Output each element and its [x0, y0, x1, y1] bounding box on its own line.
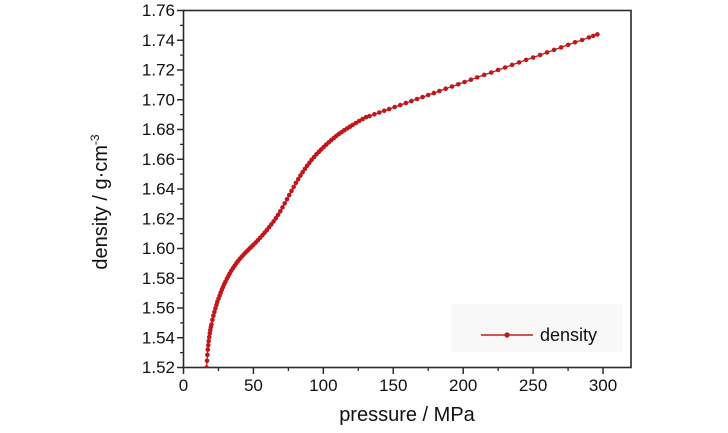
data-point [278, 209, 283, 214]
data-point [360, 116, 365, 122]
y-tick-label: 1.56 [142, 299, 175, 318]
data-point [398, 102, 403, 108]
y-tick-label: 1.72 [142, 61, 175, 80]
data-point [456, 82, 461, 87]
data-point [523, 57, 529, 63]
data-point [590, 33, 596, 39]
y-tick-label: 1.70 [142, 90, 175, 109]
x-tick-label: 50 [244, 376, 263, 395]
data-point [392, 104, 398, 110]
data-point [381, 108, 387, 114]
x-tick-label: 0 [179, 376, 188, 395]
data-point [558, 45, 564, 50]
data-point [367, 113, 372, 119]
y-tick-label: 1.62 [142, 209, 175, 228]
data-point [586, 35, 592, 40]
data-point [425, 92, 431, 98]
data-point [273, 216, 279, 221]
data-point [210, 317, 215, 323]
series-density [204, 32, 600, 368]
data-point [403, 100, 409, 106]
data-point [286, 192, 292, 198]
legend-background [451, 304, 623, 352]
data-point [516, 60, 522, 65]
data-point [414, 96, 420, 102]
data-point [565, 42, 571, 48]
data-point [282, 201, 288, 206]
legend-marker-icon [504, 332, 510, 338]
data-point [206, 334, 212, 340]
data-point [544, 50, 550, 55]
x-axis-title: pressure / MPa [339, 404, 475, 426]
y-tick-label: 1.54 [142, 328, 175, 347]
data-point [293, 180, 299, 186]
data-point [502, 65, 508, 70]
data-point [300, 169, 305, 175]
data-point [205, 352, 210, 358]
data-point [488, 70, 494, 75]
data-point [275, 212, 281, 218]
data-point [284, 197, 290, 202]
legend-label: density [540, 325, 597, 345]
x-tick-label: 100 [309, 376, 337, 395]
x-tick-label: 150 [379, 376, 407, 395]
data-point [530, 55, 536, 60]
data-point [468, 77, 474, 82]
y-tick-label: 1.58 [142, 269, 175, 288]
y-tick-label: 1.74 [142, 31, 175, 50]
data-point [449, 84, 455, 89]
data-point [431, 90, 437, 96]
data-point [377, 110, 382, 115]
data-point [204, 358, 210, 364]
y-tick-label: 1.52 [142, 358, 175, 377]
y-tick-label: 1.64 [142, 180, 175, 199]
data-point [212, 309, 217, 315]
data-point [537, 52, 543, 58]
data-point [295, 176, 301, 182]
y-tick-label: 1.60 [142, 239, 175, 258]
data-point [206, 338, 211, 344]
data-point [206, 342, 211, 348]
data-point [495, 67, 501, 73]
data-point [595, 32, 600, 37]
data-point [462, 79, 467, 85]
data-point [291, 184, 297, 190]
legend: density [451, 304, 623, 352]
y-tick-label: 1.76 [142, 1, 175, 20]
y-axis-title: density / g·cm-3 [88, 134, 112, 269]
data-point [372, 112, 377, 117]
data-point [551, 47, 557, 53]
data-point [386, 106, 392, 112]
data-point [509, 62, 515, 68]
data-point [289, 188, 294, 194]
y-tick-label: 1.66 [142, 150, 175, 169]
data-point [420, 94, 425, 100]
x-tick-label: 200 [449, 376, 477, 395]
data-point [280, 205, 285, 210]
x-tick-label: 300 [589, 376, 617, 395]
data-point [437, 88, 442, 94]
data-point [572, 40, 578, 45]
data-point [409, 98, 414, 104]
data-point [443, 86, 449, 91]
data-point [211, 313, 216, 319]
data-point [298, 173, 303, 178]
data-point [363, 114, 369, 120]
data-point [474, 75, 480, 80]
data-point [209, 322, 214, 327]
data-point [579, 37, 585, 43]
data-point [204, 365, 209, 368]
data-point [481, 72, 487, 78]
y-tick-label: 1.68 [142, 120, 175, 139]
data-point [356, 118, 362, 124]
data-point [205, 347, 211, 352]
x-tick-label: 250 [519, 376, 547, 395]
